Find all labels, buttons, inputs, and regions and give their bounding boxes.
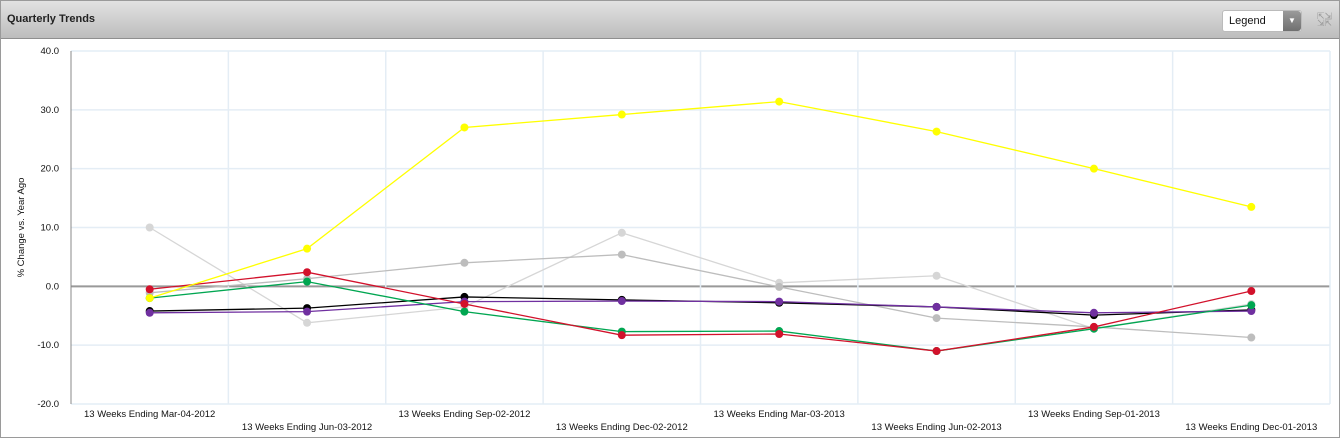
y-tick-label: 30.0 bbox=[41, 105, 60, 116]
data-point-gray bbox=[932, 314, 941, 323]
y-tick-label: 40.0 bbox=[41, 46, 60, 57]
data-point-gray bbox=[775, 282, 784, 291]
series-line-purple bbox=[149, 300, 1252, 314]
data-point-green bbox=[303, 277, 312, 286]
series-line-light-gray bbox=[149, 226, 1252, 330]
data-point-purple bbox=[1247, 307, 1256, 316]
panel-title: Quarterly Trends bbox=[7, 13, 96, 25]
x-tick-label: 13 Weeks Ending Sep-01-2013 bbox=[1028, 409, 1160, 420]
data-point-purple bbox=[775, 297, 784, 306]
data-point-purple bbox=[303, 307, 312, 316]
data-point-gray bbox=[617, 250, 626, 259]
data-point-yellow bbox=[617, 110, 626, 119]
data-point-purple bbox=[145, 308, 154, 317]
x-tick-label: 13 Weeks Ending Dec-02-2012 bbox=[556, 422, 688, 433]
data-point-red bbox=[303, 268, 312, 277]
y-tick-label: 20.0 bbox=[41, 164, 60, 175]
y-tick-label: -10.0 bbox=[37, 340, 59, 351]
expand-icon[interactable]: ⇱⇲ ⇲⇱ bbox=[1317, 11, 1333, 28]
data-point-yellow bbox=[303, 244, 312, 253]
data-point-purple bbox=[932, 302, 941, 311]
data-point-gray bbox=[460, 258, 469, 267]
data-point-yellow bbox=[1089, 164, 1098, 173]
legend-dropdown-value: Legend bbox=[1229, 15, 1266, 27]
y-axis-label: % Change vs. Year Ago bbox=[16, 178, 27, 278]
y-tick-label: -20.0 bbox=[37, 399, 59, 410]
line-chart: 40.0 30.0 20.0 10.0 0.0 -10.0 -20.0 13 Weeks En… bbox=[16, 46, 1331, 433]
data-point-red bbox=[932, 347, 941, 356]
data-point-light-gray bbox=[932, 271, 941, 280]
data-point-gray bbox=[1247, 333, 1256, 342]
data-point-green bbox=[1247, 301, 1256, 310]
data-point-red bbox=[1089, 322, 1098, 331]
x-tick-label: 13 Weeks Ending Mar-03-2013 bbox=[714, 409, 845, 420]
data-point-light-gray bbox=[303, 318, 312, 327]
panel-header: Quarterly Trends Legend ▼ ⇱⇲ ⇲⇱ bbox=[1, 1, 1339, 39]
chevron-down-icon: ▼ bbox=[1283, 11, 1301, 31]
data-point-yellow bbox=[460, 123, 469, 132]
y-tick-label: 0.0 bbox=[46, 281, 59, 292]
data-point-red bbox=[145, 285, 154, 294]
data-point-light-gray bbox=[617, 228, 626, 237]
data-point-red bbox=[460, 299, 469, 308]
data-point-red bbox=[1247, 287, 1256, 296]
y-tick-label: 10.0 bbox=[41, 223, 60, 234]
data-point-green bbox=[460, 307, 469, 316]
data-point-yellow bbox=[932, 127, 941, 136]
series-line-red bbox=[149, 271, 1252, 352]
data-point-yellow bbox=[145, 294, 154, 303]
data-point-red bbox=[775, 329, 784, 338]
x-tick-label: 13 Weeks Ending Sep-02-2012 bbox=[399, 409, 531, 420]
series-line-yellow bbox=[149, 100, 1252, 299]
x-tick-label: 13 Weeks Ending Mar-04-2012 bbox=[84, 409, 215, 420]
x-tick-label: 13 Weeks Ending Jun-03-2012 bbox=[242, 422, 372, 433]
x-tick-label: 13 Weeks Ending Dec-01-2013 bbox=[1185, 422, 1317, 433]
data-point-light-gray bbox=[145, 223, 154, 232]
data-point-red bbox=[617, 331, 626, 340]
x-tick-label: 13 Weeks Ending Jun-02-2013 bbox=[871, 422, 1001, 433]
data-point-purple bbox=[1089, 308, 1098, 317]
data-point-purple bbox=[617, 297, 626, 306]
series-line-gray bbox=[149, 253, 1252, 339]
series-line-green bbox=[149, 280, 1252, 352]
data-point-yellow bbox=[1247, 202, 1256, 211]
legend-dropdown[interactable]: Legend ▼ bbox=[1222, 10, 1302, 32]
data-point-yellow bbox=[775, 97, 784, 106]
